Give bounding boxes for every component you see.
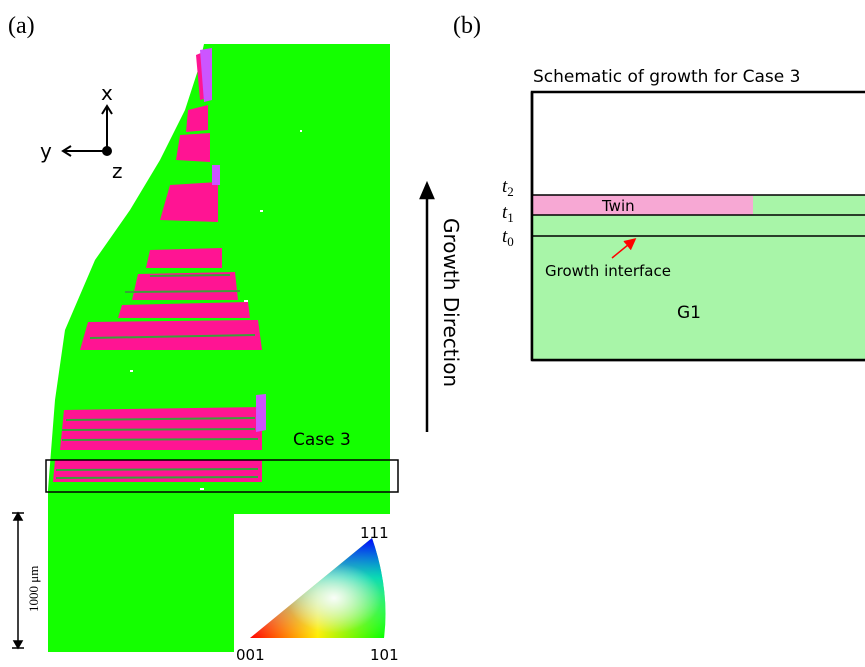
axis-y-label: y: [40, 139, 52, 163]
growth-interface-label: Growth interface: [545, 262, 671, 280]
case-3-label: Case 3: [293, 430, 351, 450]
growth-interface-arrow: [611, 238, 637, 259]
ebsd-map: [48, 44, 390, 652]
twin-region: [533, 195, 753, 215]
t1-subscript: 1: [507, 210, 514, 225]
growth-arrow: [419, 180, 435, 432]
svg-text:t2: t2: [502, 176, 514, 199]
t1-base: t: [502, 202, 508, 223]
axis-x-label: x: [101, 81, 113, 105]
grain-g1-region: [533, 195, 865, 359]
ipf-triangle: [250, 538, 386, 638]
t0-subscript: 0: [507, 234, 514, 249]
axis-z-label: z: [112, 159, 123, 183]
svg-text:t1: t1: [502, 202, 514, 225]
ipf-111-label: 111: [360, 524, 389, 542]
scale-bar-label: 1000 μm: [26, 566, 41, 612]
t2-base: t: [502, 176, 508, 197]
ipf-101-label: 101: [370, 646, 399, 664]
time-labels: t2 t1 t0: [502, 176, 514, 249]
schematic-title: Schematic of growth for Case 3: [533, 67, 800, 87]
panel-b-label: (b): [453, 13, 481, 39]
t0-base: t: [502, 226, 508, 247]
green-lower-strip: [48, 492, 234, 652]
coordinate-axes: [61, 104, 113, 157]
z-axis-dot: [102, 146, 112, 156]
green-streaks: [55, 274, 259, 479]
white-noise: [130, 130, 302, 490]
ipf-001-label: 001: [236, 646, 265, 664]
twin-label: Twin: [601, 197, 635, 215]
growth-direction-label: Growth Direction: [439, 218, 463, 387]
green-bottom-right: [233, 492, 390, 514]
grain-g1-label: G1: [677, 303, 701, 323]
scale-bar: [12, 511, 24, 650]
case-3-box: [45, 459, 399, 493]
t2-subscript: 2: [507, 184, 514, 199]
panel-a-label: (a): [8, 13, 35, 39]
svg-text:t0: t0: [502, 226, 514, 249]
purple-edges: [200, 48, 266, 432]
